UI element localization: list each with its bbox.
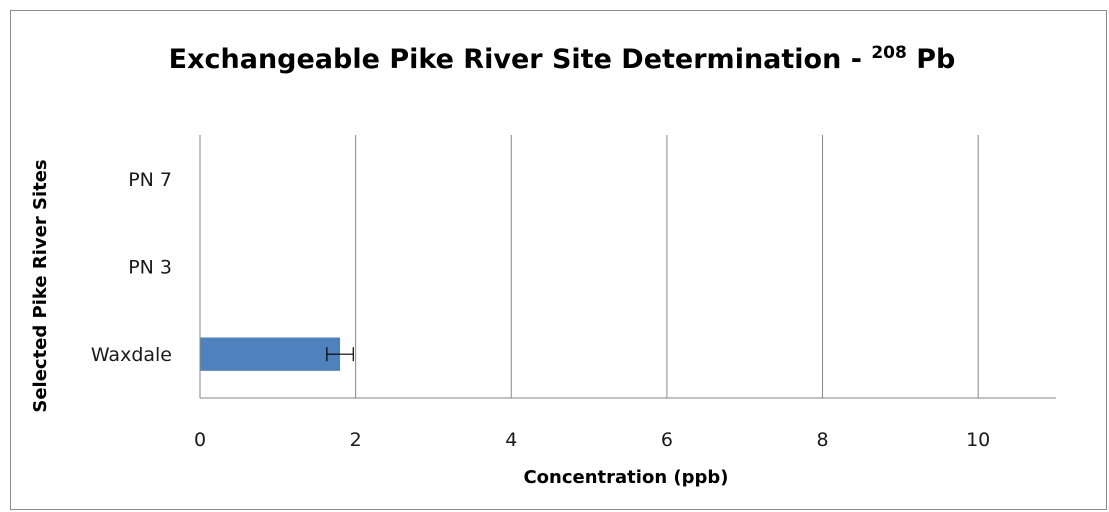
y-axis-label: Selected Pike River Sites xyxy=(30,159,51,412)
x-tick-label: 10 xyxy=(966,429,990,451)
x-tick-label: 2 xyxy=(350,429,362,451)
x-tick-label: 6 xyxy=(661,429,673,451)
category-label: PN 3 xyxy=(128,257,172,279)
x-tick-labels: 0 2 4 6 8 10 xyxy=(194,429,990,451)
category-labels: Waxdale PN 3 PN 7 xyxy=(91,169,172,366)
chart-title-suffix: Pb xyxy=(907,44,956,75)
x-tick-label: 8 xyxy=(816,429,828,451)
chart-title-superscript: 208 xyxy=(871,43,907,63)
x-axis-label: Concentration (ppb) xyxy=(523,467,728,488)
chart-title-main: Exchangeable Pike River Site Determinati… xyxy=(169,44,872,75)
x-tick-label: 0 xyxy=(194,429,206,451)
category-label: Waxdale xyxy=(91,344,172,366)
chart-title: Exchangeable Pike River Site Determinati… xyxy=(169,43,956,75)
bar-waxdale xyxy=(200,337,341,371)
chart-frame xyxy=(10,10,1107,510)
error-bar xyxy=(326,347,354,362)
bars xyxy=(200,337,341,371)
gridlines xyxy=(355,135,979,398)
error-bars xyxy=(326,347,354,362)
x-tick-label: 4 xyxy=(505,429,517,451)
category-label: PN 7 xyxy=(128,169,172,191)
